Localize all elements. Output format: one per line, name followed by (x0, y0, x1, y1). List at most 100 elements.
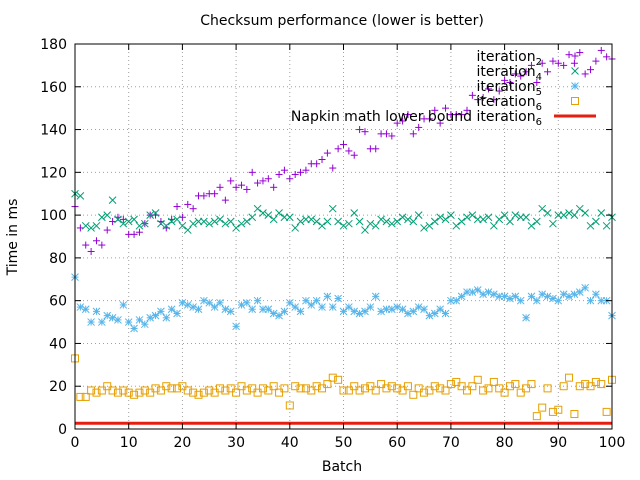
legend-item: iteration2 (476, 49, 579, 68)
data-point (527, 221, 536, 230)
data-point (328, 303, 337, 311)
data-point (468, 91, 476, 99)
data-point (157, 219, 165, 228)
data-point (92, 388, 101, 397)
data-point (570, 290, 579, 299)
data-point (495, 87, 503, 95)
data-point (554, 405, 563, 414)
data-point (178, 382, 187, 391)
data-point (210, 217, 219, 226)
data-point (484, 384, 493, 393)
data-point (538, 204, 547, 213)
y-tick-label: 40 (49, 336, 67, 352)
data-point (140, 219, 149, 228)
data-point (280, 384, 289, 393)
data-point (97, 318, 106, 326)
data-point (162, 313, 171, 322)
data-point (291, 382, 300, 391)
data-point (124, 318, 133, 326)
data-point (103, 211, 112, 219)
data-point (76, 192, 85, 200)
data-point (156, 386, 165, 395)
data-point (200, 192, 208, 200)
data-point (511, 292, 520, 301)
data-point (248, 168, 256, 176)
data-point (436, 119, 444, 127)
x-tick-label: 30 (227, 435, 245, 451)
y-tick-label: 140 (40, 123, 67, 139)
chart-title: Checksum performance (lower is better) (200, 13, 484, 29)
data-point (178, 221, 187, 230)
legend-label: iteration6 (476, 94, 542, 113)
data-point (189, 205, 197, 213)
data-point (361, 226, 369, 234)
data-point (103, 226, 111, 234)
data-point (592, 290, 600, 299)
x-tick-label: 90 (549, 435, 567, 451)
data-point (377, 380, 386, 389)
legend-label-text: iteration (476, 49, 535, 65)
data-point (285, 213, 294, 222)
data-point (253, 204, 262, 213)
data-point (183, 386, 192, 395)
data-point (81, 221, 90, 230)
data-point (211, 190, 219, 198)
data-point (248, 213, 257, 222)
data-point (548, 407, 557, 416)
legend-label-text: Napkin math lower bound iteration (291, 109, 536, 125)
data-point (135, 316, 144, 324)
data-point (323, 217, 332, 226)
data-point (242, 386, 251, 395)
data-point (130, 324, 138, 333)
data-point (151, 311, 160, 320)
data-point (597, 46, 605, 54)
data-point (360, 384, 369, 393)
data-point (312, 296, 321, 305)
data-point (92, 307, 101, 316)
legend-label-subscript: 6 (536, 102, 542, 113)
legend-swatch (571, 97, 579, 105)
data-point (215, 384, 224, 393)
data-point (109, 218, 117, 226)
data-point (366, 303, 375, 311)
data-point (452, 221, 461, 230)
data-point (318, 221, 326, 230)
data-point (452, 296, 461, 305)
data-point (393, 119, 401, 127)
data-point (82, 241, 90, 249)
data-point (511, 70, 519, 78)
data-point (140, 320, 149, 329)
data-point (151, 384, 160, 393)
data-point (425, 115, 433, 123)
data-point (543, 384, 552, 393)
data-point (463, 106, 471, 114)
data-point (447, 211, 455, 219)
data-point (178, 213, 186, 221)
data-point (296, 384, 305, 393)
data-point (420, 388, 429, 397)
legend-item: Napkin math lower bound iteration6 (291, 109, 596, 128)
data-point (286, 175, 294, 183)
data-point (146, 211, 155, 219)
legend-label: Napkin math lower bound iteration6 (291, 109, 542, 128)
data-point (167, 384, 176, 393)
data-point (506, 79, 514, 86)
data-point (329, 164, 337, 172)
data-point (446, 380, 455, 389)
x-tick-label: 20 (173, 435, 191, 451)
data-point (591, 377, 600, 386)
data-point (307, 386, 316, 395)
data-point (76, 392, 85, 401)
data-point (318, 303, 326, 311)
data-point (264, 305, 273, 314)
data-point (527, 380, 536, 389)
data-point (242, 298, 251, 307)
data-point (431, 106, 439, 114)
data-point (254, 179, 262, 187)
data-point (597, 380, 606, 389)
data-point (409, 130, 417, 138)
data-point (500, 211, 509, 219)
data-point (597, 209, 606, 217)
data-point (382, 384, 391, 393)
x-tick-label: 70 (442, 435, 460, 451)
